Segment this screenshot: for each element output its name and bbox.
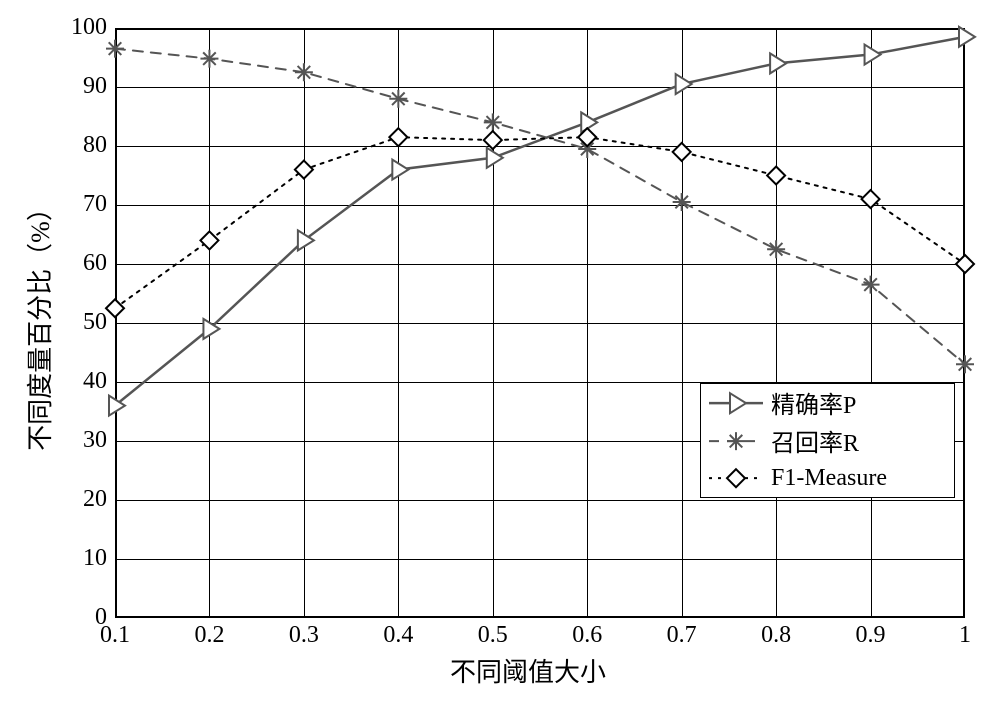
legend-label: 精确率P <box>771 385 856 420</box>
series-line-1 <box>115 49 965 365</box>
legend-row: F1-Measure <box>701 459 954 497</box>
series-layer <box>0 0 1000 701</box>
legend-row: 召回率R <box>701 422 954 460</box>
legend-sample <box>701 384 771 422</box>
series-marker-2 <box>200 231 218 249</box>
series-marker-0 <box>865 45 881 65</box>
series-marker-2 <box>295 161 313 179</box>
series-marker-1 <box>956 355 974 373</box>
series-marker-2 <box>389 128 407 146</box>
series-marker-2 <box>484 131 502 149</box>
series-marker-0 <box>487 148 503 168</box>
series-marker-2 <box>956 255 974 273</box>
legend-label: F1-Measure <box>771 465 887 492</box>
series-marker-2 <box>767 167 785 185</box>
series-marker-0 <box>959 27 975 47</box>
series-marker-1 <box>862 276 880 294</box>
legend-sample <box>701 422 771 460</box>
series-marker-2 <box>673 143 691 161</box>
series-marker-0 <box>770 53 786 73</box>
series-marker-1 <box>295 63 313 81</box>
series-marker-1 <box>200 50 218 68</box>
series-marker-1 <box>389 90 407 108</box>
series-marker-1 <box>767 240 785 258</box>
series-line-2 <box>115 137 965 308</box>
series-marker-1 <box>673 193 691 211</box>
series-line-0 <box>115 37 965 406</box>
legend-sample <box>701 459 771 497</box>
legend-row: 精确率P <box>701 384 954 422</box>
legend: 精确率P召回率R F1-Measure <box>700 383 955 498</box>
series-marker-1 <box>484 113 502 131</box>
legend-label: 召回率R <box>771 423 859 458</box>
series-marker-0 <box>392 160 408 180</box>
series-marker-2 <box>862 190 880 208</box>
series-marker-1 <box>106 40 124 58</box>
series-marker-0 <box>676 74 692 94</box>
series-marker-2 <box>106 299 124 317</box>
